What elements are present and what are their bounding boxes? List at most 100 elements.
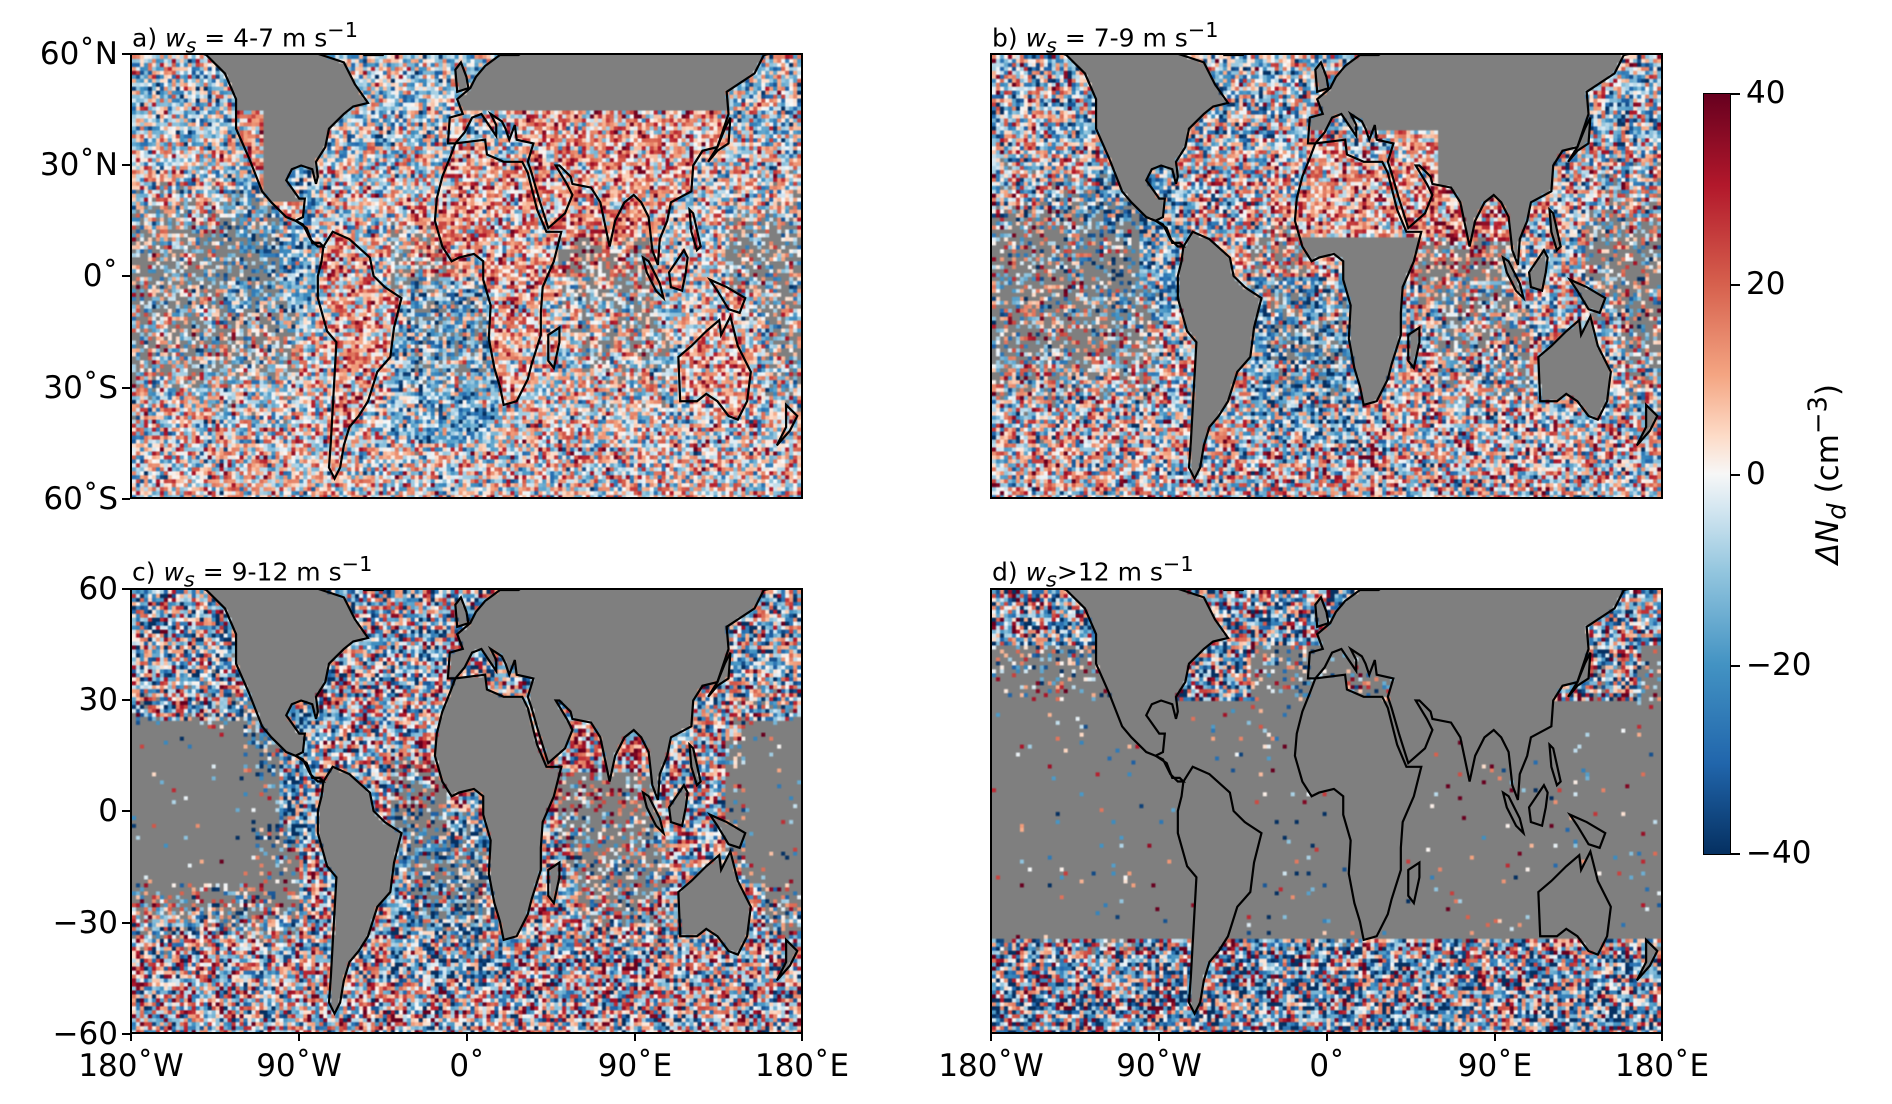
xtick-left-180w: 180˚W (78, 1048, 184, 1084)
ytickmark (122, 810, 130, 812)
coastline (1178, 232, 1262, 479)
ytick-bottom-minus30: −30 (52, 905, 118, 941)
coastline (1529, 785, 1548, 826)
panel-c-title: c) ws = 9-12 m s−1 (132, 552, 373, 592)
coastline (777, 940, 797, 981)
ytickmark (122, 387, 130, 389)
colorbar-label-minus40: −40 (1746, 835, 1812, 871)
map-panel-d (990, 588, 1663, 1034)
coastline (1529, 250, 1548, 291)
ytickmark (122, 53, 130, 55)
xtick-right-0: 0˚ (1309, 1048, 1345, 1084)
xtickmark (1326, 1033, 1328, 1041)
coastline (296, 221, 324, 247)
coastline (777, 405, 797, 446)
ytick-bottom-minus60: −60 (52, 1016, 118, 1052)
coastline (548, 863, 559, 904)
coastline (1503, 793, 1523, 834)
colorbar-tick (1731, 853, 1740, 855)
coastline (318, 767, 402, 1014)
colorbar-label-minus20: −20 (1746, 647, 1812, 683)
xtick-left-90w: 90˚W (256, 1048, 342, 1084)
xtickmark (298, 1033, 300, 1041)
coastline (318, 232, 402, 479)
colorbar-label-0: 0 (1746, 456, 1766, 492)
coastline (669, 785, 688, 826)
coastline (710, 815, 745, 848)
coastline (1408, 863, 1419, 904)
coastline (1538, 852, 1610, 955)
coastline-overlay (992, 590, 1661, 1032)
coastline (154, 55, 368, 221)
coastline (154, 590, 368, 756)
coastline (1156, 221, 1184, 247)
coastline (455, 597, 468, 626)
ytick-top-30s: 30˚S (43, 370, 118, 406)
coastline (690, 210, 701, 251)
ytick-top-60s: 60˚S (43, 481, 118, 517)
coastline (1503, 258, 1523, 299)
coastline (1295, 140, 1421, 405)
map-panel-a (130, 53, 803, 499)
ytick-top-30n: 30˚N (39, 147, 118, 183)
coastline (708, 653, 730, 697)
ytick-top-60n: 60˚N (39, 36, 118, 72)
xtickmark (130, 1033, 132, 1041)
coastline (1568, 118, 1590, 162)
coastline (678, 852, 750, 955)
ytickmark (122, 699, 130, 701)
coastline (1295, 675, 1421, 940)
coastline (678, 317, 750, 420)
colorbar-tick (1731, 93, 1740, 95)
coastline (1550, 210, 1561, 251)
xtick-right-180e: 180˚E (1614, 1048, 1710, 1084)
ytick-bottom-30: 30 (78, 682, 118, 718)
colorbar-tick (1731, 474, 1740, 476)
coastline (669, 250, 688, 291)
coastline (455, 62, 468, 91)
colorbar (1703, 93, 1731, 855)
coastline (643, 258, 663, 299)
xtick-left-90e: 90˚E (597, 1048, 673, 1084)
coastline (1014, 590, 1228, 756)
coastline (1538, 317, 1610, 420)
xtickmark (1158, 1033, 1160, 1041)
coastline (1637, 405, 1657, 446)
ytickmark (122, 922, 130, 924)
colorbar-label-20: 20 (1746, 266, 1786, 302)
coastline (1570, 280, 1605, 313)
ytick-bottom-60: 60 (78, 571, 118, 607)
coastline (448, 55, 801, 265)
xtick-right-90w: 90˚W (1116, 1048, 1202, 1084)
xtickmark (990, 1033, 992, 1041)
coastline (643, 793, 663, 834)
coastline-overlay (132, 590, 801, 1032)
coastline (1178, 767, 1262, 1014)
ytickmark (122, 275, 130, 277)
xtickmark (1661, 1033, 1663, 1041)
xtickmark (466, 1033, 468, 1041)
xtick-right-90e: 90˚E (1457, 1048, 1533, 1084)
coastline (1315, 62, 1328, 91)
ytickmark (122, 498, 130, 500)
panel-d-title: d) ws>12 m s−1 (992, 552, 1194, 592)
coastline (1156, 756, 1184, 782)
coastline (435, 140, 561, 405)
xtick-right-180w: 180˚W (938, 1048, 1044, 1084)
ytickmark (122, 588, 130, 590)
coastline (1308, 590, 1661, 800)
coastline (690, 745, 701, 786)
ytickmark (122, 164, 130, 166)
coastline (1637, 940, 1657, 981)
coastline-overlay (992, 55, 1661, 497)
xtick-left-180e: 180˚E (754, 1048, 850, 1084)
ytick-bottom-0: 0 (98, 793, 118, 829)
panel-a-title: a) ws = 4-7 m s−1 (132, 18, 359, 58)
coastline (708, 118, 730, 162)
map-panel-c (130, 588, 803, 1034)
coastline (435, 675, 561, 940)
xtickmark (1494, 1033, 1496, 1041)
map-panel-b (990, 53, 1663, 499)
coastline (448, 590, 801, 800)
xtickmark (801, 1033, 803, 1041)
